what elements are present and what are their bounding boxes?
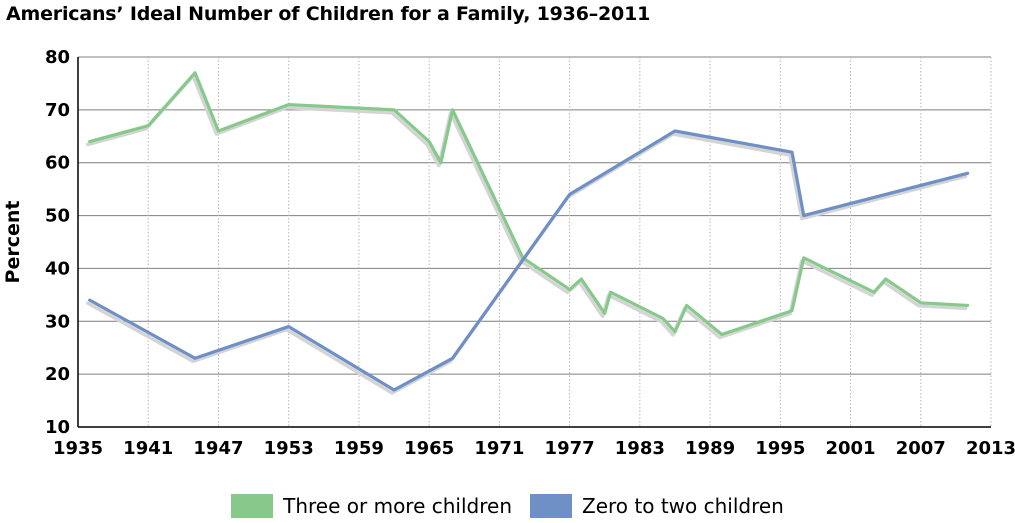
- x-tick-label-1989: 1989: [685, 438, 735, 459]
- labels-layer: 10 20 30 40 50 60 70 80 1935 1941 1947 1953 1959 1965…: [2, 47, 1015, 459]
- x-tick-label-1995: 1995: [755, 438, 805, 459]
- y-tick-label-80: 80: [45, 47, 70, 68]
- series-shadow-0: [85, 74, 968, 340]
- chart-title: Americans’ Ideal Number of Children for …: [6, 3, 651, 25]
- series-layer: [85, 71, 970, 395]
- x-tick-label-1959: 1959: [334, 438, 384, 459]
- legend-label-three-or-more: Three or more children: [283, 494, 512, 518]
- legend: Three or more children Zero to two child…: [0, 494, 1015, 518]
- x-tick-label-1953: 1953: [264, 438, 314, 459]
- line-chart: 10 20 30 40 50 60 70 80 1935 1941 1947 1953 1959 1965…: [2, 47, 1015, 459]
- legend-item-three-or-more: Three or more children: [231, 494, 512, 518]
- legend-label-zero-to-two: Zero to two children: [582, 494, 784, 518]
- y-tick-label-50: 50: [45, 206, 70, 227]
- y-axis-title: Percent: [2, 201, 24, 284]
- x-tick-label-2013: 2013: [966, 438, 1015, 459]
- legend-swatch-zero-to-two: [530, 494, 572, 518]
- y-tick-label-40: 40: [45, 258, 70, 279]
- series-line-zero-to-two: [88, 129, 970, 392]
- y-tick-label-10: 10: [45, 417, 70, 438]
- legend-item-zero-to-two: Zero to two children: [530, 494, 784, 518]
- x-tick-label-1971: 1971: [474, 438, 524, 459]
- x-tick-label-1983: 1983: [615, 438, 665, 459]
- y-tick-label-70: 70: [45, 100, 70, 121]
- y-tick-label-30: 30: [45, 311, 70, 332]
- x-tick-label-1947: 1947: [193, 438, 243, 459]
- x-tick-label-2001: 2001: [825, 438, 875, 459]
- y-tick-label-60: 60: [45, 153, 70, 174]
- y-tick-label-20: 20: [45, 364, 70, 385]
- series-line-three-or-more: [88, 71, 970, 337]
- grid-layer: [78, 56, 992, 427]
- axis-layer: [77, 57, 991, 428]
- x-tick-label-1977: 1977: [545, 438, 595, 459]
- x-tick-label-1965: 1965: [404, 438, 454, 459]
- x-tick-label-1941: 1941: [123, 438, 173, 459]
- x-tick-label-1935: 1935: [53, 438, 103, 459]
- legend-swatch-three-or-more: [231, 494, 274, 518]
- x-tick-label-2007: 2007: [896, 438, 946, 459]
